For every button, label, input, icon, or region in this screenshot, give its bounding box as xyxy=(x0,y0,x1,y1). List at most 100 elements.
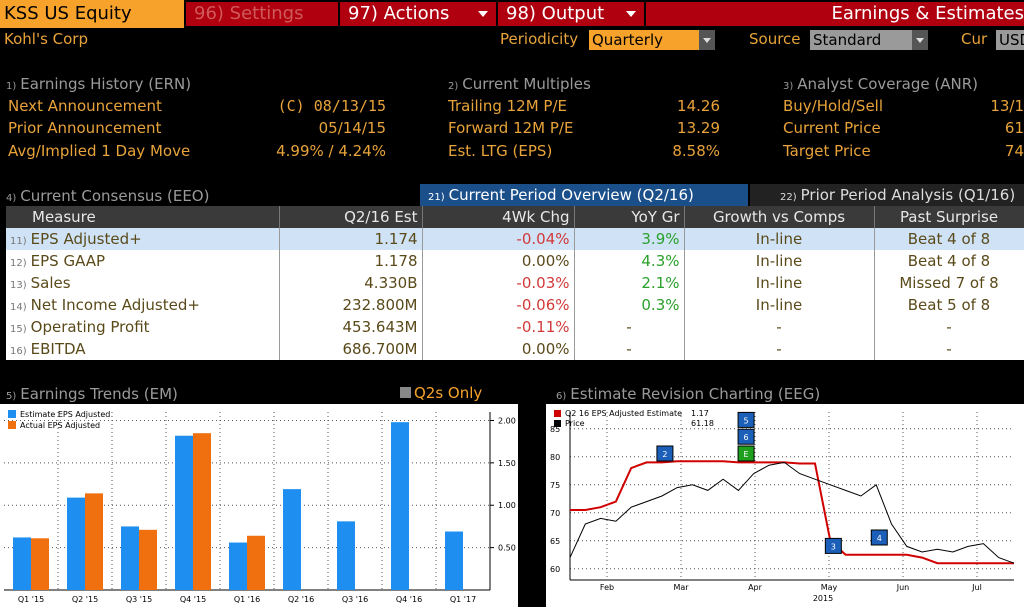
column-header-past-surprise[interactable]: Past Surprise xyxy=(874,206,1024,228)
buy-hold-sell-label: Buy/Hold/Sell xyxy=(783,97,884,115)
output-button[interactable]: 98) Output xyxy=(498,2,644,26)
measure-cell[interactable]: 13) Sales xyxy=(6,272,280,294)
trailing-pe-value: 14.26 xyxy=(677,97,720,115)
x-tick-label: Q1 '16 xyxy=(234,595,260,604)
estimate-bar xyxy=(445,531,463,590)
earnings-trends-chart: 0.50 1.00 1.50 2.00 Q1 '15 Q2 '15 Q3 '15 Q4 '15… xyxy=(0,404,518,607)
periodicity-value: Quarterly xyxy=(592,31,663,49)
measure-name: Sales xyxy=(30,274,71,292)
section-number: 4) xyxy=(6,193,17,204)
section-title-text: Earnings History (ERN) xyxy=(20,75,192,93)
settings-label: 96) Settings xyxy=(194,3,304,24)
measure-name: EPS Adjusted+ xyxy=(30,230,142,248)
table-row[interactable]: 14) Net Income Adjusted+ 232.800M -0.06% … xyxy=(6,294,1024,316)
checkbox-icon xyxy=(400,387,411,398)
tab-number: 21) xyxy=(428,192,445,203)
measure-cell[interactable]: 16) EBITDA xyxy=(6,338,280,360)
x-year-label: 2015 xyxy=(813,594,833,603)
output-label: 98) Output xyxy=(506,3,605,24)
measure-name: Net Income Adjusted+ xyxy=(30,296,200,314)
comps-cell: - xyxy=(684,316,875,338)
column-header-4wk-change[interactable]: 4Wk Chg xyxy=(422,206,575,228)
table-row[interactable]: 12) EPS GAAP 1.178 0.00% 4.3% In-line Bea… xyxy=(6,250,1024,272)
current-multiples-title[interactable]: 2) Current Multiples xyxy=(448,75,591,93)
yoy-cell: - xyxy=(574,316,685,338)
y-tick-label: 1.00 xyxy=(498,501,516,510)
column-header-yoy-growth[interactable]: YoY Gr xyxy=(574,206,685,228)
comps-cell: In-line xyxy=(684,294,875,316)
x-tick-label: May xyxy=(821,583,838,592)
column-header-measure[interactable]: Measure xyxy=(6,206,280,228)
event-marker xyxy=(737,428,755,445)
estimate-bar xyxy=(229,542,247,590)
legend-label: Actual EPS Adjusted xyxy=(20,421,100,430)
price-line xyxy=(569,461,1015,564)
trailing-pe-label: Trailing 12M P/E xyxy=(448,97,567,115)
source-dropdown[interactable]: Standard xyxy=(810,30,928,50)
section-number: 1) xyxy=(6,81,17,92)
yoy-cell: 3.9% xyxy=(574,228,685,250)
tab-current-period[interactable]: 21) Current Period Overview (Q2/16) xyxy=(420,184,748,206)
actions-button[interactable]: 97) Actions xyxy=(340,2,496,26)
measure-cell[interactable]: 12) EPS GAAP xyxy=(6,250,280,272)
y-tick-label: 75 xyxy=(550,481,560,490)
analyst-coverage-title[interactable]: 3) Analyst Coverage (ANR) xyxy=(783,75,978,93)
q2s-only-toggle[interactable]: Q2s Only xyxy=(400,384,482,402)
tab-prior-period[interactable]: 22) Prior Period Analysis (Q1/16) xyxy=(750,184,1024,206)
title-bar: Earnings & Estimates xyxy=(646,2,1024,26)
x-tick-label: Q3 '15 xyxy=(126,595,152,604)
row-number: 16) xyxy=(10,346,27,357)
estimate-bar xyxy=(67,497,85,590)
y-tick-label: 60 xyxy=(550,565,560,574)
event-marker xyxy=(737,445,755,462)
avg-implied-move-value: 4.99% / 4.24% xyxy=(276,142,386,160)
next-announcement-value: (C) 08/13/15 xyxy=(277,97,386,115)
prior-announcement-value: 05/14/15 xyxy=(318,119,386,137)
section-title-text: Current Consensus (EEO) xyxy=(20,187,210,205)
estimate-bar xyxy=(175,435,193,590)
column-header-growth-vs-comps[interactable]: Growth vs Comps xyxy=(684,206,875,228)
estimate-bar xyxy=(283,489,301,590)
table-row[interactable]: 16) EBITDA 686.700M 0.00% - - - xyxy=(6,338,1024,360)
company-name: Kohl's Corp xyxy=(4,30,88,48)
periodicity-dropdown[interactable]: Quarterly xyxy=(589,30,715,50)
table-row[interactable]: 15) Operating Profit 453.643M -0.11% - - … xyxy=(6,316,1024,338)
ticker-field[interactable]: KSS US Equity xyxy=(0,0,184,28)
legend-label: Q2 16 EPS Adjusted Estimate xyxy=(565,409,682,418)
section-number: 5) xyxy=(6,391,17,402)
x-tick-label: Q2 '16 xyxy=(288,595,314,604)
chevron-down-icon xyxy=(912,30,928,50)
y-tick-label: 1.50 xyxy=(498,459,516,468)
row-number: 14) xyxy=(10,302,27,313)
table-row[interactable]: 13) Sales 4.330B -0.03% 2.1% In-line Miss… xyxy=(6,272,1024,294)
est-ltg-value: 8.58% xyxy=(672,142,720,160)
measure-cell[interactable]: 11) EPS Adjusted+ xyxy=(6,228,280,250)
estimate-revision-title[interactable]: 6) Estimate Revision Charting (EEG) xyxy=(556,385,820,403)
x-tick-label: Q4 '16 xyxy=(396,595,422,604)
event-marker-label: 5 xyxy=(744,416,749,425)
chevron-down-icon xyxy=(699,30,715,50)
section-number: 6) xyxy=(556,391,567,402)
chevron-down-icon xyxy=(626,11,636,17)
event-marker-label: 3 xyxy=(831,542,836,551)
legend-swatch xyxy=(554,420,561,427)
earnings-trends-title[interactable]: 5) Earnings Trends (EM) xyxy=(6,385,178,403)
settings-button[interactable]: 96) Settings xyxy=(186,2,338,26)
table-row[interactable]: 11) EPS Adjusted+ 1.174 -0.04% 3.9% In-li… xyxy=(6,228,1024,250)
target-price-value: 74 xyxy=(1004,142,1024,160)
earnings-history-title[interactable]: 1) Earnings History (ERN) xyxy=(6,75,191,93)
measure-cell[interactable]: 15) Operating Profit xyxy=(6,316,280,338)
column-header-estimate[interactable]: Q2/16 Est xyxy=(279,206,423,228)
change-cell: -0.04% xyxy=(422,228,575,250)
current-consensus-title[interactable]: 4) Current Consensus (EEO) xyxy=(6,187,209,205)
row-number: 12) xyxy=(10,258,27,269)
actual-bar xyxy=(193,433,211,590)
estimate-bar xyxy=(13,537,31,590)
actions-label: 97) Actions xyxy=(348,3,450,24)
y-tick-label: 65 xyxy=(550,537,560,546)
yoy-cell: - xyxy=(574,338,685,360)
measure-cell[interactable]: 14) Net Income Adjusted+ xyxy=(6,294,280,316)
estimate-line xyxy=(570,460,1014,565)
currency-dropdown[interactable]: USD xyxy=(996,30,1024,50)
surprise-cell: - xyxy=(874,338,1024,360)
